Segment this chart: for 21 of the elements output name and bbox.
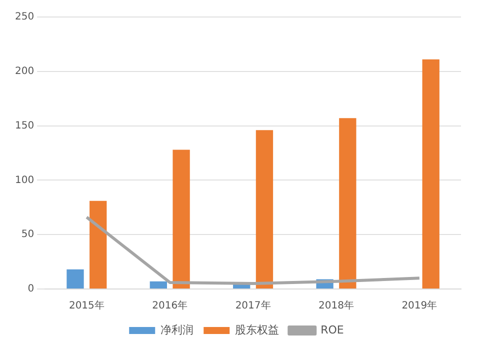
bar	[172, 150, 190, 288]
bar	[90, 200, 107, 288]
bar	[256, 130, 274, 288]
y-tick-label: 150	[14, 120, 34, 132]
legend-label: 净利润	[160, 323, 194, 336]
x-tick-label: 2018年	[318, 300, 354, 312]
x-tick-label: 2015年	[68, 300, 104, 312]
bar	[422, 59, 440, 288]
x-tick-label: 2016年	[152, 300, 188, 312]
y-tick-label: 0	[28, 284, 34, 295]
x-tick-label: 2019年	[402, 300, 438, 312]
legend-label: ROE	[320, 323, 344, 336]
bar	[150, 281, 167, 288]
y-tick-label: 250	[14, 12, 34, 23]
y-tick-label: 50	[21, 229, 34, 240]
y-tick-label: 100	[14, 174, 34, 186]
legend-label: 股东权益	[235, 323, 280, 336]
x-tick-label: 2017年	[235, 300, 271, 312]
bar	[66, 269, 84, 288]
bar	[339, 118, 356, 288]
y-tick-label: 200	[14, 66, 34, 77]
